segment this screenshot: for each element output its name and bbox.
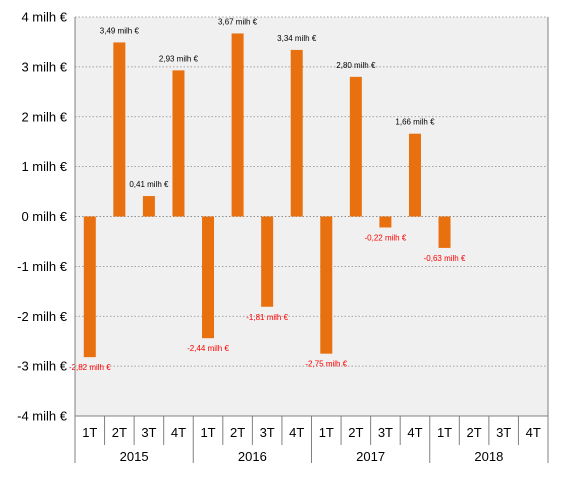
year-label: 2016 [238,449,267,464]
x-tick-label: 3T [141,425,156,440]
bar [290,49,303,217]
x-tick-label: 1T [437,425,452,440]
y-axis-tick-labels: 4 milh € 3 milh € 2 milh € 1 milh € 0 milh €… [17,10,68,424]
bar [172,70,185,217]
x-tick-label: 4T [289,425,304,440]
bar [349,76,362,217]
x-tick-label: 4T [407,425,422,440]
y-tick-label: -3 milh € [17,359,68,374]
data-label: 1,66 milh € [395,118,435,127]
x-tick-label: 3T [378,425,393,440]
data-label: 3,34 milh € [277,34,317,43]
year-label: 2018 [474,449,503,464]
bar [261,216,274,307]
y-tick-label: 3 milh € [21,59,67,74]
x-axis: 1T 2T 3T 4T 2015 1T 2T 3T 4T 2016 1T 2T 3T 4T 2017 1T 2T… [74,17,549,464]
bar [408,133,421,217]
y-tick-label: 4 milh € [21,10,67,25]
data-label: -1,81 milh € [246,313,288,322]
year-label: 2017 [356,449,385,464]
bar [320,216,333,354]
y-tick-label: 2 milh € [21,109,67,124]
data-label: -2,75 milh € [305,360,347,369]
data-label: 3,67 milh € [218,17,258,26]
x-tick-label: 1T [82,425,97,440]
year-label: 2015 [120,449,149,464]
data-label: -2,44 milh € [187,344,229,353]
bar [113,42,126,217]
x-tick-label: 1T [200,425,215,440]
data-label: -0,22 milh € [365,233,407,242]
y-tick-label: -4 milh € [17,409,68,424]
bars [83,33,451,358]
bar [438,216,451,248]
x-tick-label: 2T [230,425,245,440]
y-tick-label: 0 milh € [21,209,67,224]
x-tick-label: 1T [319,425,334,440]
x-tick-label: 2T [467,425,482,440]
bar [231,33,244,217]
data-label: 3,49 milh € [100,26,140,35]
x-tick-label: 2T [112,425,127,440]
data-label: 0,41 milh € [129,180,169,189]
bar [83,216,96,358]
x-tick-label: 2T [348,425,363,440]
x-tick-label: 3T [496,425,511,440]
bar [202,216,215,339]
data-labels: -2,82 milh € 3,49 milh € 0,41 milh € 2,93 m… [69,17,466,372]
data-label: -0,63 milh € [424,254,466,263]
data-label: 2,93 milh € [159,54,199,63]
y-tick-label: -1 milh € [17,259,68,274]
y-tick-label: -2 milh € [17,309,68,324]
bar [142,196,155,217]
y-tick-label: 1 milh € [21,159,67,174]
x-tick-label: 4T [526,425,541,440]
x-tick-label: 4T [171,425,186,440]
data-label: 2,80 milh € [336,61,376,70]
bar [379,216,392,228]
x-tick-label: 3T [260,425,275,440]
data-label: -2,82 milh € [69,363,111,372]
